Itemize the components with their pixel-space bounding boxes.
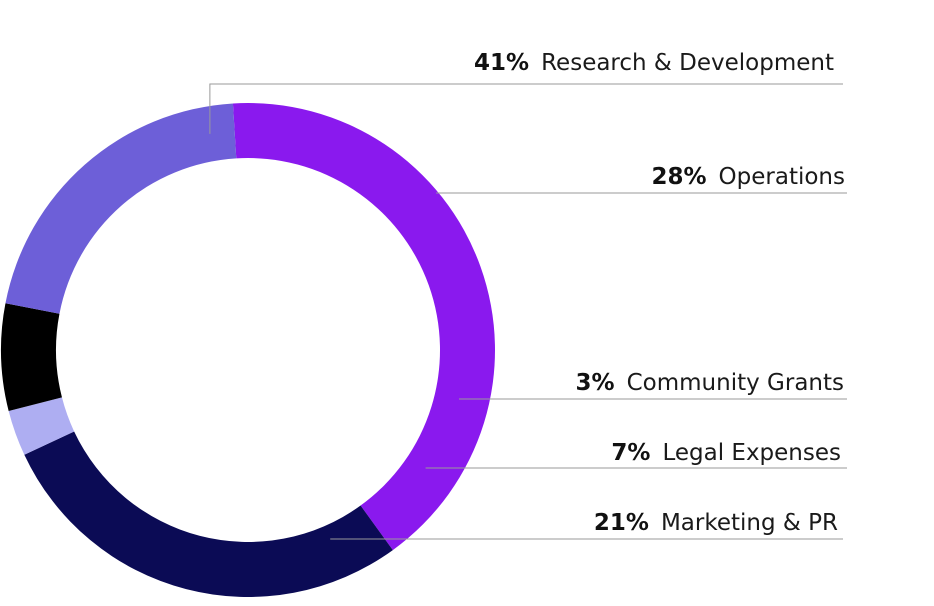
slice-community-grants (8, 397, 75, 455)
slice-label-community-grants: 3% Community Grants (576, 370, 844, 396)
slice-label-marketing-and-pr: 21% Marketing & PR (594, 510, 838, 536)
slice-percent: 28% (651, 164, 706, 190)
slice-percent: 21% (594, 510, 649, 536)
slice-name: Community Grants (627, 370, 844, 396)
slice-name: Research & Development (541, 50, 834, 76)
slice-label-operations: 28% Operations (651, 164, 845, 190)
slice-percent: 41% (474, 50, 529, 76)
slice-marketing-and-pr (5, 103, 237, 314)
slice-operations (24, 431, 393, 597)
slice-legal-expenses (0, 303, 62, 412)
slice-label-legal-expenses: 7% Legal Expenses (611, 440, 841, 466)
slice-labels: 41% Research & Development 28% Operations 3%… (474, 50, 845, 536)
slice-percent: 7% (611, 440, 650, 466)
leader-lines (209, 83, 847, 540)
slice-research-and-development (232, 103, 495, 551)
slice-percent: 3% (576, 370, 615, 396)
slice-name: Operations (719, 164, 845, 190)
slice-name: Legal Expenses (662, 440, 841, 466)
slice-name: Marketing & PR (661, 510, 838, 536)
slice-label-research-and-development: 41% Research & Development (474, 50, 834, 76)
donut-slices (0, 103, 495, 597)
leader-line-research-and-development (209, 83, 843, 134)
